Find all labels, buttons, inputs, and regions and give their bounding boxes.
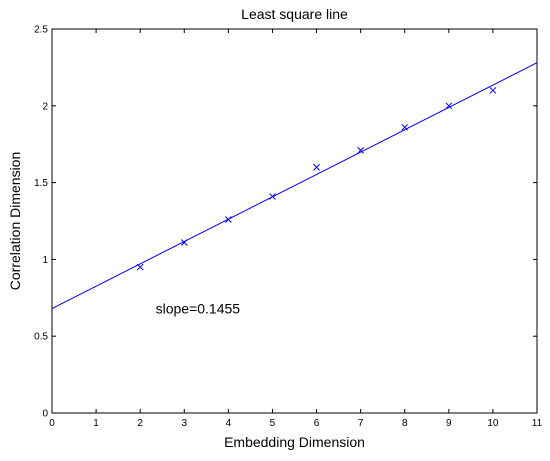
data-point-marker <box>401 123 409 131</box>
x-tick-label: 0 <box>49 418 55 429</box>
x-tick-label: 8 <box>402 418 408 429</box>
data-point-marker <box>180 239 188 246</box>
y-tick-label: 0 <box>42 409 48 420</box>
y-tick-label: 2 <box>42 101 48 112</box>
annotations: slope=0.1455 <box>156 301 241 317</box>
marker-stroke <box>180 239 188 246</box>
marker-stroke <box>313 163 320 171</box>
marker-stroke <box>225 216 232 223</box>
x-tick-label: 9 <box>446 418 452 429</box>
x-axis-ticks: 0 1 2 3 4 5 6 7 8 9 10 11 <box>49 29 543 429</box>
marker-stroke <box>445 102 453 110</box>
y-axis-ticks: 0 0.5 1 1.5 2 2.5 <box>34 25 537 420</box>
data-point-marker <box>489 87 497 94</box>
x-tick-label: 5 <box>270 418 276 429</box>
marker-stroke <box>401 123 409 131</box>
data-point-marker <box>313 163 320 171</box>
y-axis-label: Correlation Dimension <box>7 152 23 291</box>
marker-stroke <box>136 263 144 271</box>
data-point-marker <box>445 102 453 110</box>
data-points <box>136 87 497 271</box>
marker-stroke <box>489 87 497 94</box>
x-tick-label: 10 <box>487 418 499 429</box>
x-tick-label: 4 <box>226 418 232 429</box>
x-tick-label: 7 <box>358 418 364 429</box>
x-tick-label: 2 <box>137 418 143 429</box>
y-tick-label: 2.5 <box>34 25 48 36</box>
plot-frame <box>51 28 538 414</box>
x-axis-label: Embedding Dimension <box>224 434 365 450</box>
slope-annotation: slope=0.1455 <box>156 301 241 317</box>
marker-stroke <box>357 146 364 154</box>
least-square-line <box>51 62 538 309</box>
y-tick-label: 1.5 <box>34 178 48 189</box>
data-point-marker <box>225 216 232 223</box>
x-tick-label: 3 <box>181 418 187 429</box>
x-tick-label: 6 <box>314 418 320 429</box>
chart-title: Least square line <box>241 6 348 22</box>
data-point-marker <box>269 193 276 200</box>
y-tick-label: 1 <box>42 255 48 266</box>
y-tick-label: 0.5 <box>34 332 48 343</box>
least-square-line-group <box>51 62 538 309</box>
data-point-marker <box>357 146 364 154</box>
data-point-marker <box>136 263 144 271</box>
x-tick-label: 11 <box>532 418 543 429</box>
marker-stroke <box>269 193 276 200</box>
x-tick-label: 1 <box>93 418 99 429</box>
